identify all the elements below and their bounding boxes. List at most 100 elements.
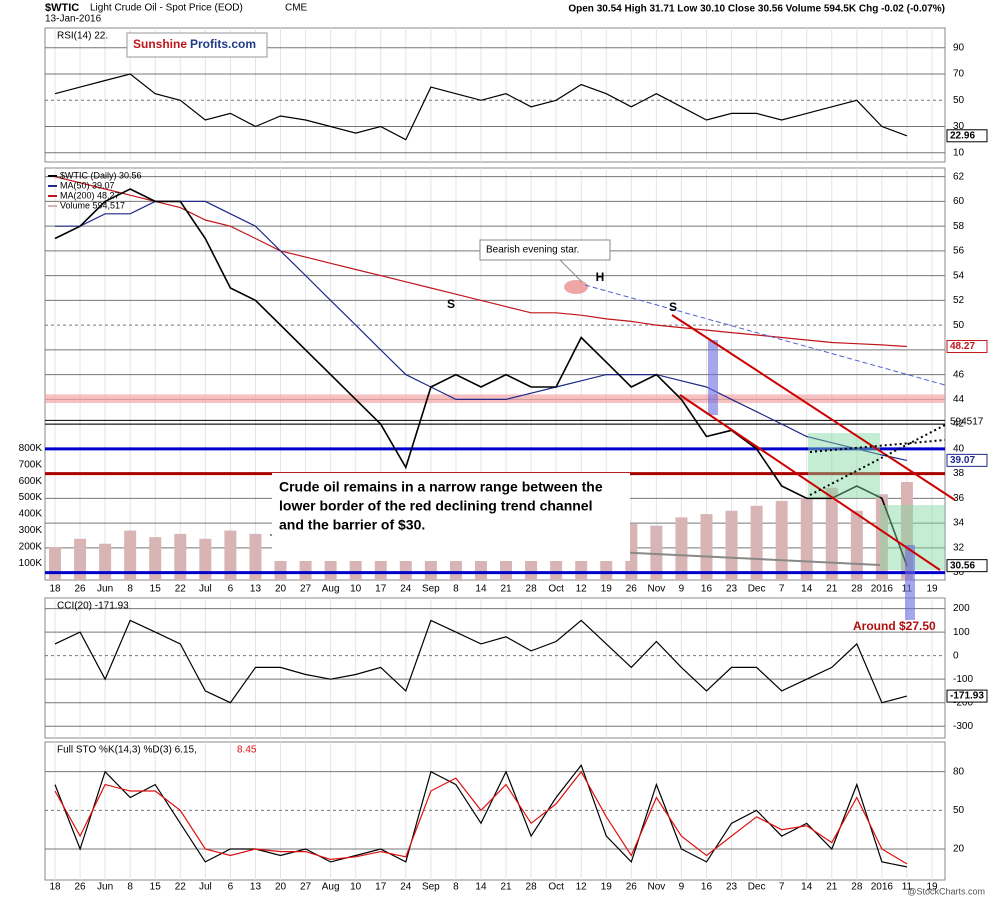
x-tick-label: 8 (127, 882, 133, 893)
x-tick-label: 11 (902, 882, 913, 893)
volume-bar (99, 543, 112, 580)
trend-line (671, 314, 956, 501)
series-line (54, 73, 908, 141)
x-tick-label: 26 (626, 882, 638, 893)
value-label-box (946, 340, 988, 354)
highlight (905, 545, 915, 620)
legend-entry: Volume 594,517 (60, 200, 125, 210)
x-tick-label: 19 (926, 584, 938, 595)
x-tick-label: 14 (801, 584, 813, 595)
value-label-box (946, 559, 988, 573)
y-tick-label: 36 (953, 493, 965, 504)
x-tick-label: 8 (127, 584, 133, 595)
instrument-name: Light Crude Oil - Spot Price (EOD) (90, 3, 243, 14)
y2-tick-label: 400K (19, 509, 43, 520)
y-tick-label: 50 (953, 95, 965, 106)
y2-tick-label: 200K (19, 542, 43, 553)
x-tick-label: 7 (779, 882, 785, 893)
x-tick-label: Sep (422, 882, 440, 893)
x-tick-label: 13 (250, 882, 262, 893)
x-tick-label: Oct (548, 882, 564, 893)
y-tick-label: 200 (953, 603, 970, 614)
x-tick-label: 21 (826, 882, 838, 893)
volume-bar (124, 530, 137, 580)
x-tick-label: 23 (726, 882, 738, 893)
x-tick-label: 28 (526, 584, 538, 595)
trend-line (584, 284, 946, 386)
logo-box (126, 32, 268, 58)
volume-bar (725, 510, 738, 580)
drawings: Bearish evening star. H S S Around $27.5… (269, 239, 956, 633)
y-tick-label: 38 (953, 468, 965, 479)
x-tick-label: 26 (74, 882, 86, 893)
trend-line (679, 394, 941, 571)
source: @StockCharts.com (907, 886, 985, 896)
volume-bar (49, 547, 61, 580)
x-tick-label: 19 (601, 584, 613, 595)
y-tick-label: 100 (953, 627, 970, 638)
x-tick-label: Jul (199, 584, 212, 595)
x-tick-label: 22 (175, 584, 187, 595)
y-tick-label: 60 (953, 196, 965, 207)
panel-frame (44, 167, 946, 581)
note-line: and the barrier of $30. (279, 517, 425, 533)
x-tick-label: 22 (175, 882, 187, 893)
volume-bar (825, 487, 838, 580)
highlight (708, 340, 718, 415)
x-tick-label: 8 (453, 882, 459, 893)
x-tick-label: 13 (250, 584, 262, 595)
x-tick-label: 20 (275, 882, 287, 893)
volume-bar (850, 510, 863, 580)
value-label: -171.93 (950, 691, 984, 702)
volume-bar (675, 517, 688, 580)
annotation: Bearish evening star. (486, 245, 579, 256)
y-tick-label: 50 (953, 805, 965, 816)
x-tick-label: 2016 (871, 882, 894, 893)
annotation: S (669, 300, 677, 314)
panel-frame (44, 27, 946, 163)
value-label-box (946, 689, 988, 703)
y-tick-label: 54 (953, 270, 965, 281)
legend-entry: MA(200) 48.27 (60, 190, 120, 200)
volume-bar (249, 533, 262, 580)
x-tick-label: Nov (647, 882, 665, 893)
panel-title: CCI(20) -171.93 (57, 601, 129, 612)
y2-tick-label: 600K (19, 476, 43, 487)
x-tick-label: 17 (375, 882, 387, 893)
series-line (54, 770, 908, 865)
series-line (54, 188, 908, 566)
exchange: CME (285, 3, 308, 14)
x-tick-label: 12 (576, 584, 588, 595)
y-tick-label: 58 (953, 221, 965, 232)
y-tick-label: 0 (953, 650, 959, 661)
x-tick-label: 15 (150, 584, 162, 595)
x-tick-label: Jul (199, 882, 212, 893)
y2-tick-label: 100K (19, 558, 43, 569)
note-box (272, 473, 630, 561)
y2-tick-label: 500K (19, 492, 43, 503)
pointer (559, 259, 583, 283)
x-tick-label: 24 (400, 584, 412, 595)
x-tick-label: 28 (851, 584, 863, 595)
x-tick-label: 28 (526, 882, 538, 893)
y-tick-label: 34 (953, 518, 965, 529)
x-tick-label: 20 (275, 584, 287, 595)
y-tick-label: -200 (953, 697, 973, 708)
x-tick-label: 19 (926, 882, 938, 893)
y-tick-label: 50 (953, 320, 965, 331)
symbol: $WTIC (45, 2, 79, 14)
series-line (55, 200, 908, 461)
y-tick-label: 80 (953, 766, 965, 777)
x-tick-label: Jun (97, 584, 113, 595)
x-tick-label: 19 (601, 882, 613, 893)
x-tick-label: Aug (322, 882, 340, 893)
volume-bar (700, 514, 713, 580)
x-tick-label: 18 (49, 584, 61, 595)
panel-frame (44, 741, 946, 881)
x-tick-label: 26 (626, 584, 638, 595)
x-tick-label: Aug (322, 584, 340, 595)
note-line: lower border of the red declining trend … (279, 498, 592, 514)
x-tick-label: 9 (679, 584, 685, 595)
y-tick-label: 70 (953, 69, 965, 80)
